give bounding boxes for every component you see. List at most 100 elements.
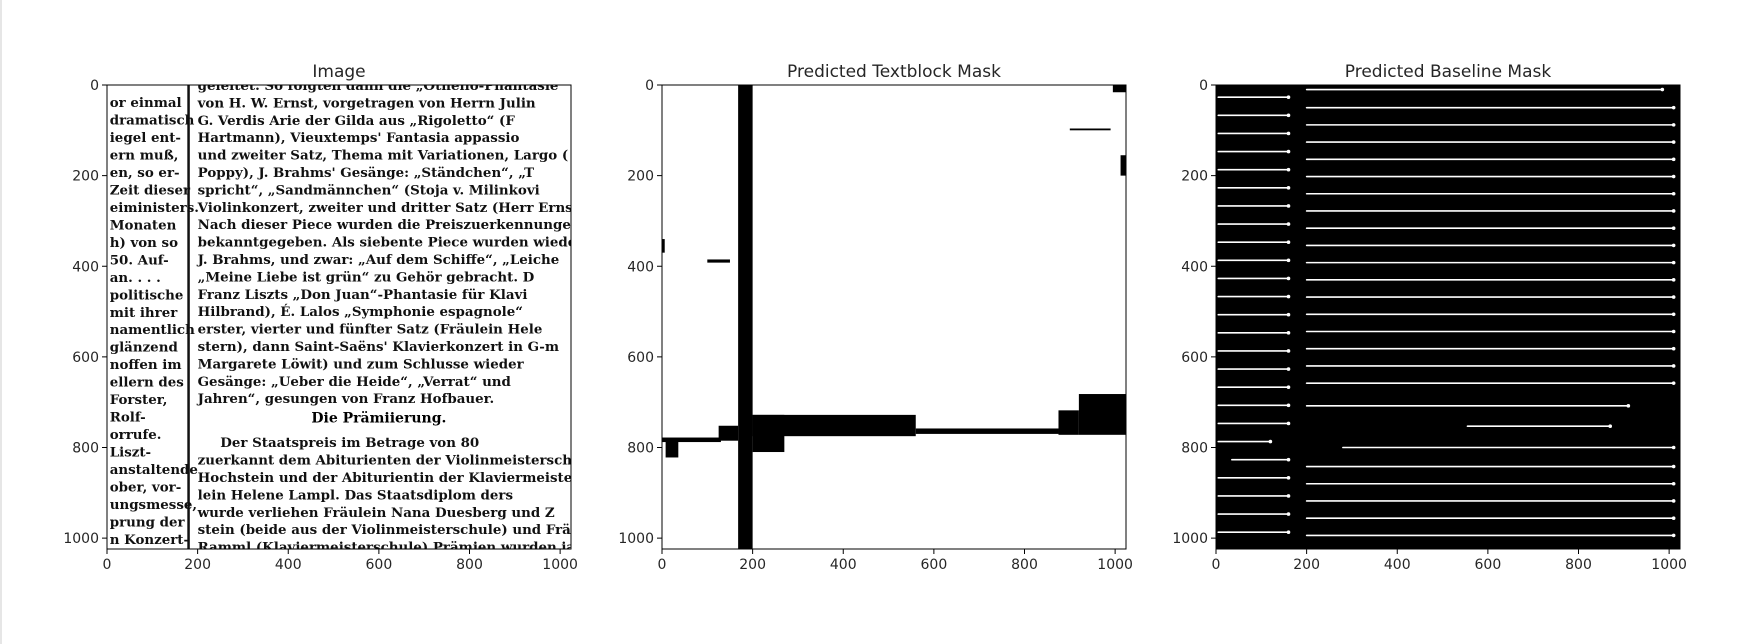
- right-column-line: und zweiter Satz, Thema mit Variationen,…: [198, 148, 569, 164]
- y-tick-label: 800: [627, 441, 654, 457]
- baseline-endpoint: [1286, 294, 1291, 299]
- textblock-region: [752, 414, 916, 437]
- right-column-line: Hartmann), Vieuxtemps' Fantasia appassio: [198, 130, 520, 146]
- textblock-mask-plot-area: [662, 85, 1126, 549]
- baseline-endpoint: [1286, 512, 1291, 516]
- baseline-endpoint: [1671, 243, 1676, 248]
- right-column-line: Franz Liszts „Don Juan“-Phantasie für Kl…: [198, 287, 528, 303]
- right-column-line: stern), dann Saint-Saëns' Klavierkonzert…: [198, 339, 559, 355]
- y-tick-label: 0: [645, 78, 654, 94]
- right-column-line-after-heading: Der Staatspreis im Betrage von 80: [220, 435, 479, 451]
- baseline-endpoint: [1608, 424, 1613, 429]
- right-column-line: Jahren“, gesungen von Franz Hofbauer.: [197, 391, 495, 407]
- textblock-mask-axes-frame: [661, 84, 1127, 550]
- baseline-endpoint: [1286, 276, 1291, 281]
- left-column-line: ern muß,: [110, 148, 179, 164]
- baseline-endpoint: [1671, 157, 1676, 162]
- baseline-endpoint: [1286, 403, 1291, 408]
- textblock-region: [1112, 85, 1126, 93]
- left-column-line: namentlich: [110, 322, 195, 338]
- baseline-endpoint: [1660, 87, 1665, 92]
- textblock-region: [1078, 394, 1126, 435]
- baseline-endpoint: [1671, 499, 1676, 503]
- baseline-mask-background: [1216, 85, 1680, 549]
- x-tick-label: 200: [1293, 557, 1320, 573]
- right-column-line-after-heading: wurde verliehen Fräulein Nana Duesberg u…: [197, 505, 555, 521]
- baseline-endpoint: [1671, 346, 1676, 351]
- baseline-endpoint: [1286, 131, 1291, 136]
- baseline-endpoint: [1671, 140, 1676, 144]
- left-column-line: ungsmesse,: [110, 497, 197, 513]
- left-column-line: Zeit dieser: [110, 183, 191, 199]
- baseline-endpoint: [1286, 530, 1291, 535]
- right-column-line-after-heading: Ramml (Klaviermeisterschule) Prämien wur…: [198, 540, 576, 556]
- baseline-endpoint: [1286, 186, 1291, 190]
- x-tick-label: 0: [658, 557, 667, 573]
- right-column-line: Nach dieser Piece wurden die Preiszuerke…: [198, 217, 595, 233]
- left-column-line: dramatisch: [110, 113, 195, 129]
- textblock-region: [662, 437, 721, 443]
- textblock-region: [718, 425, 739, 441]
- left-column-line: ober, vor-: [110, 479, 182, 495]
- textblock-mask-title: Predicted Textblock Mask: [787, 62, 1001, 82]
- x-tick-label: 200: [739, 557, 766, 573]
- right-column-text-after-heading: Der Staatspreis im Betrage von 80 zuerkan…: [197, 435, 576, 556]
- y-tick-label: 200: [72, 169, 99, 185]
- left-column-line: Monaten: [110, 217, 177, 233]
- right-column-line: von H. W. Ernst, vorgetragen von Herrn J…: [197, 95, 536, 111]
- y-tick-label: 400: [1181, 259, 1208, 275]
- baseline-endpoint: [1671, 260, 1676, 265]
- baseline-endpoint: [1286, 222, 1291, 226]
- baseline-endpoint: [1671, 364, 1676, 368]
- x-tick-label: 600: [366, 557, 393, 573]
- left-column-line: Liszt-: [110, 444, 151, 460]
- y-tick-label: 600: [72, 350, 99, 366]
- baseline-endpoint: [1286, 349, 1291, 353]
- y-tick-label: 400: [627, 259, 654, 275]
- baseline-endpoint: [1286, 385, 1291, 390]
- left-column-line: an. . . .: [110, 270, 161, 286]
- y-tick-label: 1000: [63, 531, 99, 547]
- right-column-line: erster, vierter und fünfter Satz (Fräule…: [198, 322, 543, 338]
- left-column-line: ellern des: [110, 375, 184, 391]
- x-tick-label: 200: [184, 557, 211, 573]
- baseline-endpoint: [1671, 123, 1676, 127]
- baseline-mask-axes-frame: [1215, 84, 1681, 550]
- y-tick-label: 600: [1181, 350, 1208, 366]
- right-column-line-after-heading: stein (beide aus der Violinmeisterschule…: [198, 522, 572, 538]
- baseline-endpoint: [1671, 174, 1676, 179]
- right-column-line: Margarete Löwit) und zum Schlusse wieder: [198, 356, 525, 372]
- baseline-endpoint: [1286, 421, 1291, 426]
- baseline-mask-panel: Predicted Baseline Mask 0 200 400 600 800 100…: [1172, 62, 1687, 573]
- section-heading: Die Prämiierung.: [311, 411, 446, 427]
- baseline-endpoint: [1286, 113, 1291, 118]
- y-tick-label: 200: [1181, 169, 1208, 185]
- left-column-line: en, so er-: [110, 165, 180, 181]
- textblock-regions: [662, 85, 1126, 549]
- baseline-endpoint: [1671, 295, 1676, 299]
- y-tick-label: 800: [1181, 441, 1208, 457]
- textblock-region: [1069, 128, 1111, 131]
- right-column-line-after-heading: lein Helene Lampl. Das Staatsdiplom ders: [198, 487, 513, 503]
- image-background: [107, 85, 571, 549]
- right-column-line: Violinkonzert, zweiter und dritter Satz …: [197, 200, 580, 216]
- baseline-endpoint: [1671, 533, 1676, 538]
- left-column-line: Forster,: [110, 392, 168, 408]
- left-column-line: prung der: [110, 514, 186, 530]
- x-tick-label: 400: [1384, 557, 1411, 573]
- left-column-line: mit ihrer: [110, 305, 178, 321]
- left-column-line: h) von so: [110, 235, 178, 251]
- y-tick-label: 1000: [618, 531, 654, 547]
- left-column-line: orrufe.: [110, 427, 162, 443]
- right-column-line-after-heading: Hochstein und der Abiturientin der Klavi…: [198, 470, 573, 486]
- x-tick-label: 400: [275, 557, 302, 573]
- x-tick-label: 0: [1212, 557, 1221, 573]
- left-column-line: or einmal: [110, 95, 182, 111]
- left-column-line: anstaltende: [110, 462, 198, 478]
- right-column-text: geleitet. So folgten dann die „Othello-P…: [197, 78, 595, 407]
- y-tick-label: 800: [72, 441, 99, 457]
- right-column-line: geleitet. So folgten dann die „Othello-P…: [198, 78, 559, 94]
